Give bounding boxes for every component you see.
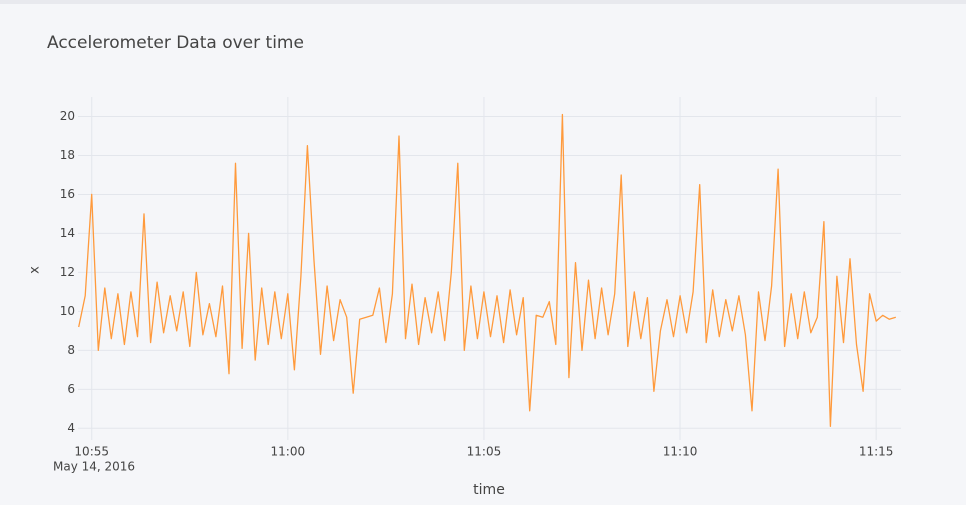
y-tick-label: 12: [60, 265, 75, 279]
x-tick-label: 11:00: [271, 445, 306, 459]
x-axis-title: time: [473, 482, 505, 498]
x-tick-label: 11:10: [663, 445, 698, 459]
y-tick-label: 20: [60, 109, 75, 123]
y-tick-label: 6: [67, 382, 75, 396]
y-tick-label: 10: [60, 304, 75, 318]
y-tick-label: 4: [67, 421, 75, 435]
y-tick-label: 18: [60, 148, 75, 162]
x-tick-label: 11:05: [467, 445, 502, 459]
y-tick-label: 8: [67, 343, 75, 357]
y-axis-title: x: [28, 266, 43, 274]
y-tick-label: 16: [60, 187, 75, 201]
y-tick-label: 14: [60, 226, 75, 240]
top-edge: [0, 0, 966, 4]
data-line: [78, 113, 896, 428]
x-tick-label: 10:55: [74, 445, 109, 459]
x-date-label: May 14, 2016: [53, 460, 135, 474]
chart-title: Accelerometer Data over time: [47, 33, 304, 53]
x-tick-label: 11:15: [859, 445, 894, 459]
